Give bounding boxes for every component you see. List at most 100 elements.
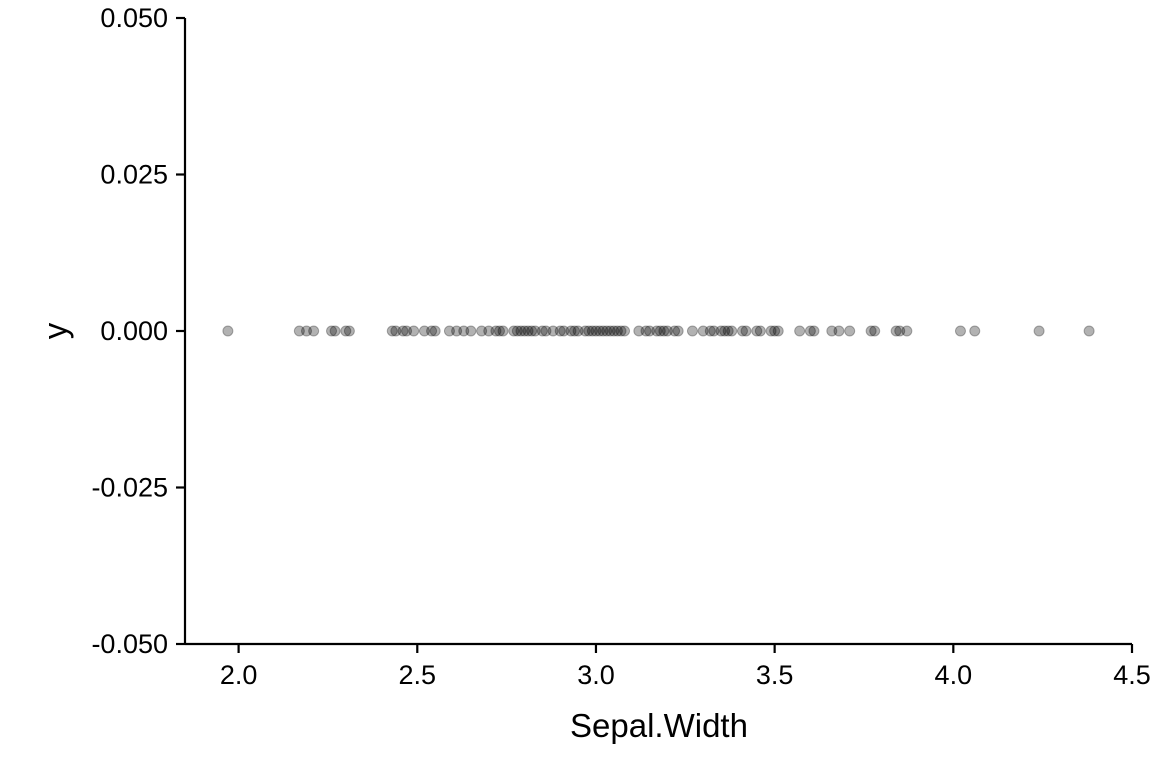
data-point [719,325,731,337]
data-point [686,325,698,337]
data-point [969,325,981,337]
data-point [572,325,584,337]
data-point [418,325,430,337]
data-point [869,325,881,337]
x-axis: 2.0 2.5 3.0 3.5 4.0 4.5 [185,642,1151,690]
data-point [326,325,338,337]
data-point [569,325,581,337]
data-point [654,325,666,337]
data-point [890,325,902,337]
data-points [222,325,1095,337]
y-axis: -0.050 -0.025 0.000 0.025 0.050 [91,3,187,659]
data-point [293,325,305,337]
data-point [661,325,673,337]
data-point [443,325,455,337]
data-point [740,325,752,337]
data-point [329,325,341,337]
data-point [458,325,470,337]
data-point [408,325,420,337]
data-point [633,325,645,337]
data-point [669,325,681,337]
data-point [340,325,352,337]
data-point [451,325,463,337]
data-point [583,325,595,337]
data-point [536,325,548,337]
data-point [715,325,727,337]
data-point [529,325,541,337]
x-tick-label: 2.0 [220,660,258,690]
data-point [704,325,716,337]
data-point [586,325,598,337]
data-point [590,325,602,337]
data-point [390,325,402,337]
data-point [493,325,505,337]
data-point [611,325,623,337]
data-point [476,325,488,337]
x-tick-label: 2.5 [399,660,437,690]
y-tick-label: -0.050 [91,629,168,659]
x-axis-title: Sepal.Width [570,707,748,744]
data-point [490,325,502,337]
data-point [401,325,413,337]
data-point [751,325,763,337]
data-point [697,325,709,337]
data-point [844,325,856,337]
data-point [708,325,720,337]
y-tick-label: 0.000 [100,316,168,346]
data-point [518,325,530,337]
data-point [722,325,734,337]
data-point [426,325,438,337]
data-point [508,325,520,337]
data-point [658,325,670,337]
data-point [608,325,620,337]
data-point [547,325,559,337]
data-point [772,325,784,337]
data-point [511,325,523,337]
y-tick-label: 0.050 [100,3,168,33]
data-point [1083,325,1095,337]
data-point [526,325,538,337]
data-point [804,325,816,337]
data-point [483,325,495,337]
data-point [726,325,738,337]
x-tick-label: 4.0 [935,660,973,690]
data-point [497,325,509,337]
x-tick-label: 3.0 [577,660,615,690]
data-point [826,325,838,337]
data-point [397,325,409,337]
data-point [1033,325,1045,337]
x-tick-label: 3.5 [756,660,794,690]
data-point [558,325,570,337]
y-tick-label: 0.025 [100,160,168,190]
data-point [651,325,663,337]
data-point [308,325,320,337]
data-point [540,325,552,337]
data-point [222,325,234,337]
data-point [640,325,652,337]
data-point [554,325,566,337]
data-point [565,325,577,337]
data-point [601,325,613,337]
data-point [794,325,806,337]
data-point [597,325,609,337]
data-point [765,325,777,337]
data-point [894,325,906,337]
data-point [833,325,845,337]
data-point [769,325,781,337]
data-point [386,325,398,337]
data-point [644,325,656,337]
data-point [604,325,616,337]
data-point [515,325,527,337]
data-point [672,325,684,337]
data-point [901,325,913,337]
data-point [754,325,766,337]
data-point [465,325,477,337]
data-point [429,325,441,337]
data-point [808,325,820,337]
data-point [865,325,877,337]
data-point [954,325,966,337]
y-tick-label: -0.025 [91,473,168,503]
data-point [343,325,355,337]
y-axis-title: y [37,322,74,339]
